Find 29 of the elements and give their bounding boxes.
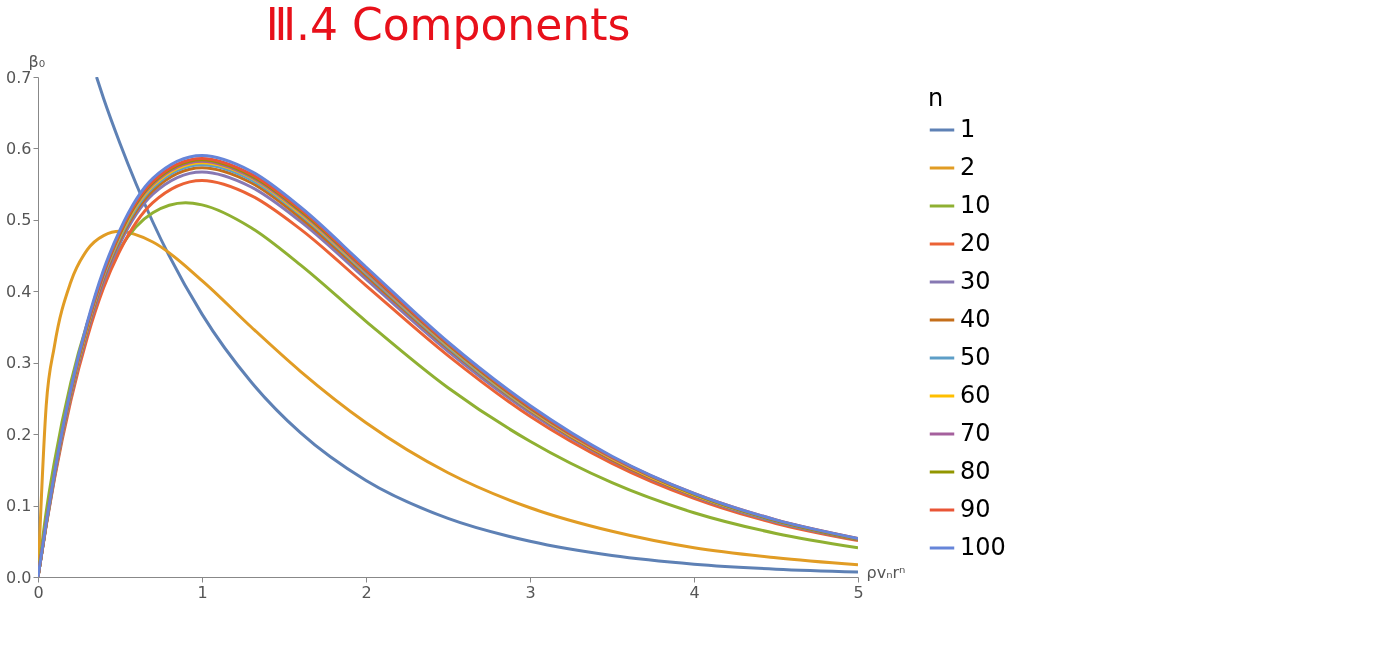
y-tick-label: 0.4	[6, 281, 32, 301]
y-axis-title: β₀	[28, 51, 46, 71]
legend-label: 10	[960, 191, 991, 219]
x-tick-label: 2	[361, 582, 372, 602]
legend-label: 100	[960, 533, 1006, 561]
chart-title: Ⅲ.4 Components	[265, 0, 631, 50]
y-tick-label: 0.6	[6, 138, 32, 158]
x-tick-label: 3	[525, 582, 536, 602]
legend-label: 1	[960, 115, 976, 143]
x-tick-label: 4	[689, 582, 700, 602]
legend-label: 2	[960, 153, 976, 181]
legend-title: n	[928, 84, 944, 112]
legend-label: 20	[960, 229, 991, 257]
y-tick-label: 0.0	[6, 567, 32, 587]
legend-label: 40	[960, 305, 991, 333]
y-tick-label: 0.5	[6, 210, 32, 230]
y-tick-label: 0.3	[6, 353, 32, 373]
legend-label: 80	[960, 457, 991, 485]
y-tick-label: 0.1	[6, 496, 32, 516]
x-tick-label: 1	[197, 582, 208, 602]
x-tick-label: 5	[853, 582, 864, 602]
legend-label: 70	[960, 419, 991, 447]
x-tick-label: 0	[33, 582, 44, 602]
y-tick-label: 0.2	[6, 424, 32, 444]
legend-label: 30	[960, 267, 991, 295]
legend-label: 60	[960, 381, 991, 409]
x-axis-title: ρvₙrⁿ	[866, 562, 906, 582]
legend-label: 90	[960, 495, 991, 523]
legend-label: 50	[960, 343, 991, 371]
